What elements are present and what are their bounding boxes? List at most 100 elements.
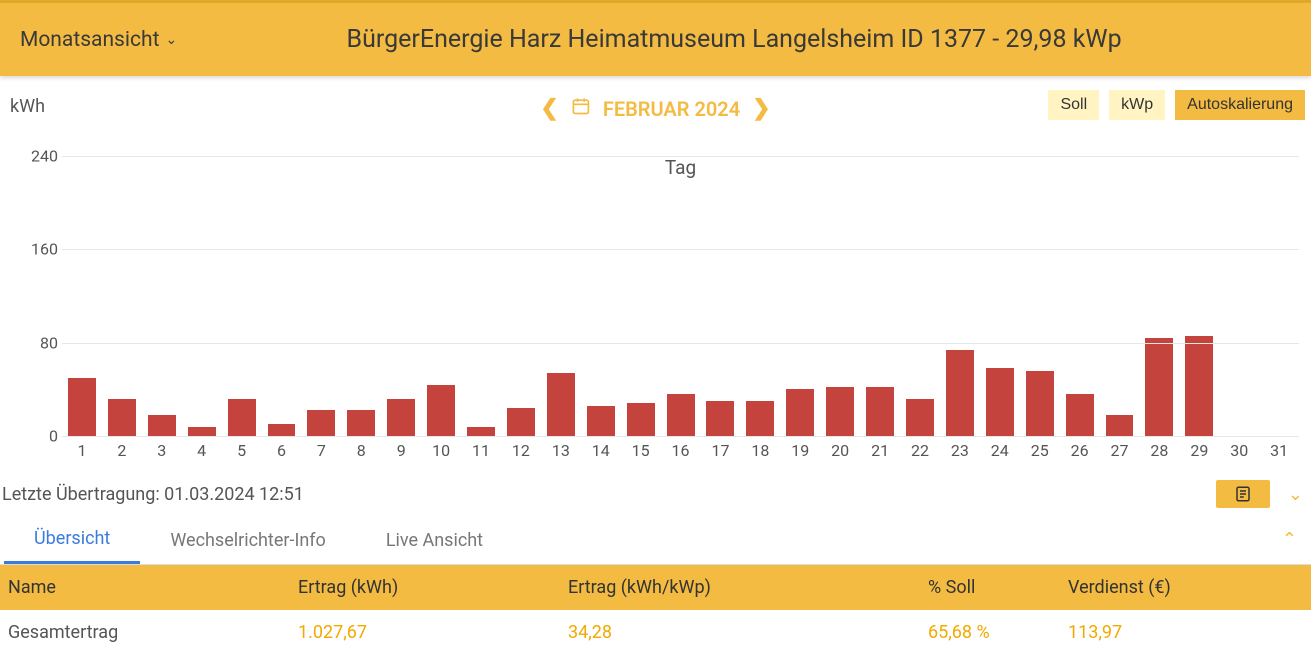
- x-tick: 16: [661, 441, 701, 460]
- cell-ertrag-kwp: 34,28: [560, 610, 920, 655]
- cell-name: Gesamtertrag: [0, 610, 290, 655]
- status-row: Letzte Übertragung: 01.03.2024 12:51 ⌄: [0, 476, 1311, 514]
- bar-slot: [1219, 156, 1259, 436]
- bar-slot: [301, 156, 341, 436]
- col-name: Name: [0, 565, 290, 610]
- x-tick: 27: [1100, 441, 1140, 460]
- bar: [547, 373, 575, 436]
- export-button[interactable]: [1216, 480, 1270, 508]
- bar-slot: [740, 156, 780, 436]
- bar: [347, 410, 375, 436]
- bar-chart: 080160240 123456789101112131415161718192…: [62, 156, 1299, 476]
- y-tick: 160: [31, 240, 58, 259]
- grid-line: [62, 343, 1299, 344]
- toggle-autoscale[interactable]: Autoskalierung: [1175, 90, 1305, 120]
- bar: [1145, 338, 1173, 436]
- bar-slot: [1020, 156, 1060, 436]
- col-verdienst: Verdienst (€): [1060, 565, 1311, 610]
- calendar-icon[interactable]: [571, 96, 591, 121]
- expand-chart-button[interactable]: ⌄: [1288, 484, 1303, 505]
- bar: [667, 394, 695, 436]
- bar-slot: [701, 156, 741, 436]
- x-axis: 1234567891011121314151617181920212223242…: [62, 441, 1299, 460]
- bar: [387, 399, 415, 436]
- bar-slot: [1179, 156, 1219, 436]
- bar-slot: [222, 156, 262, 436]
- bar-slot: [182, 156, 222, 436]
- bar-slot: [541, 156, 581, 436]
- bar-slot: [142, 156, 182, 436]
- x-tick: 9: [381, 441, 421, 460]
- last-transfer-label: Letzte Übertragung:: [2, 484, 160, 505]
- bar: [1106, 415, 1134, 436]
- chart-bars: [62, 156, 1299, 436]
- bar-slot: [1139, 156, 1179, 436]
- toggle-kwp[interactable]: kWp: [1109, 90, 1165, 120]
- bar-slot: [341, 156, 381, 436]
- bar: [188, 427, 216, 436]
- bar-slot: [621, 156, 661, 436]
- chart-plot: [62, 156, 1299, 436]
- bar-slot: [421, 156, 461, 436]
- bar-slot: [381, 156, 421, 436]
- bar-slot: [62, 156, 102, 436]
- chart-top-controls: kWh ❮ FEBRUAR 2024 ❯ Soll kWp Autoskalie…: [2, 96, 1309, 126]
- bar: [906, 399, 934, 436]
- tab-overview[interactable]: Übersicht: [4, 514, 140, 564]
- grid-line: [62, 156, 1299, 157]
- bar: [627, 403, 655, 436]
- x-tick: 20: [820, 441, 860, 460]
- toggle-soll[interactable]: Soll: [1048, 90, 1099, 120]
- bar-slot: [461, 156, 501, 436]
- tab-inverter[interactable]: Wechselrichter-Info: [140, 516, 355, 563]
- bar-slot: [1100, 156, 1140, 436]
- view-selector[interactable]: Monatsansicht ⌄: [20, 28, 177, 52]
- bar: [1066, 394, 1094, 436]
- bar: [268, 424, 296, 436]
- grid-line: [62, 249, 1299, 250]
- tab-live[interactable]: Live Ansicht: [356, 516, 513, 563]
- bar: [706, 401, 734, 436]
- x-tick: 4: [182, 441, 222, 460]
- bar-slot: [780, 156, 820, 436]
- cell-verdienst: 113,97: [1060, 610, 1311, 655]
- x-tick: 10: [421, 441, 461, 460]
- x-tick: 13: [541, 441, 581, 460]
- x-tick: 2: [102, 441, 142, 460]
- x-tick: 11: [461, 441, 501, 460]
- bar-slot: [262, 156, 302, 436]
- next-period-button[interactable]: ❯: [752, 96, 770, 121]
- chart-area: kWh ❮ FEBRUAR 2024 ❯ Soll kWp Autoskalie…: [0, 76, 1311, 476]
- bar: [1185, 336, 1213, 436]
- col-ertrag-kwp: Ertrag (kWh/kWp): [560, 565, 920, 610]
- x-tick: 3: [142, 441, 182, 460]
- x-tick: 28: [1139, 441, 1179, 460]
- bar: [866, 387, 894, 436]
- prev-period-button[interactable]: ❮: [540, 96, 558, 121]
- x-tick: 18: [740, 441, 780, 460]
- y-tick: 80: [40, 333, 58, 352]
- header-bar: Monatsansicht ⌄ BürgerEnergie Harz Heima…: [0, 0, 1311, 76]
- bar: [467, 427, 495, 436]
- x-tick: 12: [501, 441, 541, 460]
- bar: [148, 415, 176, 436]
- grid-line: [62, 436, 1299, 437]
- y-tick: 0: [49, 427, 58, 446]
- bar-slot: [900, 156, 940, 436]
- y-axis: 080160240: [18, 156, 58, 436]
- period-navigation: ❮ FEBRUAR 2024 ❯: [540, 96, 770, 121]
- bar: [587, 406, 615, 436]
- bar: [68, 378, 96, 436]
- bar: [946, 350, 974, 436]
- bar-slot: [501, 156, 541, 436]
- x-tick: 31: [1259, 441, 1299, 460]
- bar: [986, 368, 1014, 436]
- x-tick: 21: [860, 441, 900, 460]
- collapse-table-button[interactable]: ⌃: [1282, 529, 1297, 550]
- bar: [786, 389, 814, 436]
- table-row: Gesamtertrag 1.027,67 34,28 65,68 % 113,…: [0, 610, 1311, 655]
- x-tick: 23: [940, 441, 980, 460]
- x-tick: 22: [900, 441, 940, 460]
- period-label: FEBRUAR 2024: [603, 97, 740, 121]
- bar-slot: [860, 156, 900, 436]
